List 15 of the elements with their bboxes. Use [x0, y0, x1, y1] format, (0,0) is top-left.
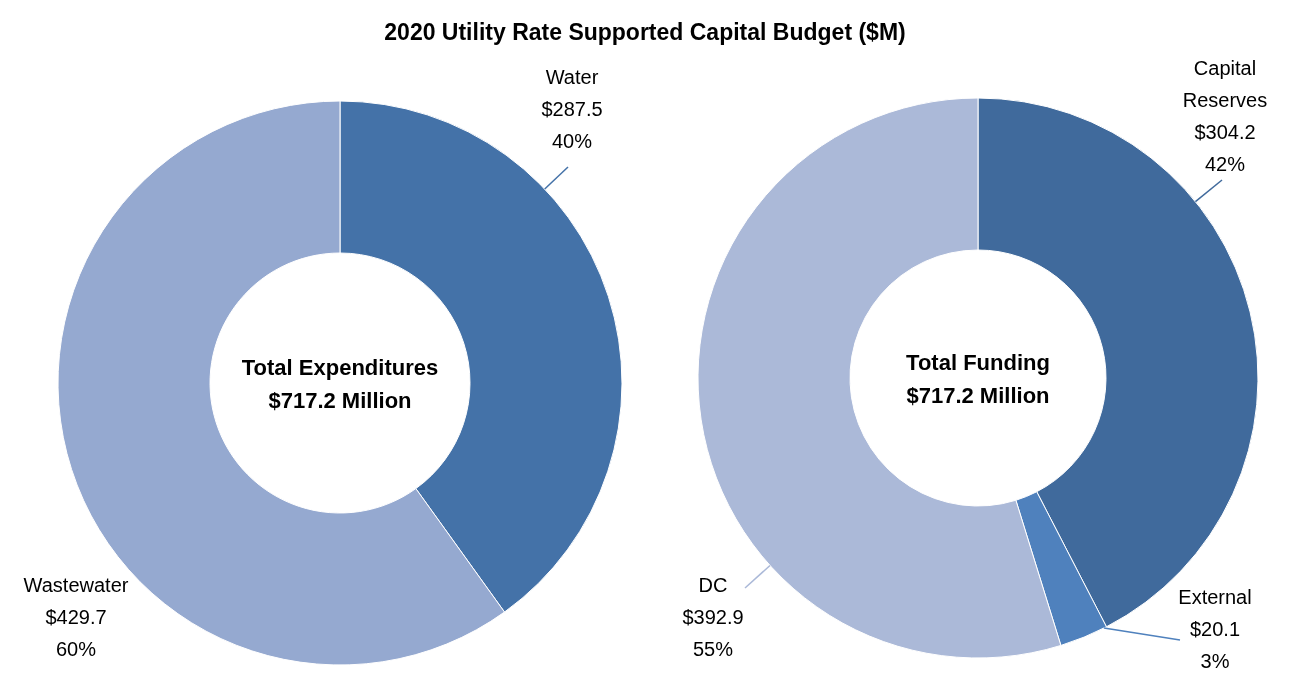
slice-label: Water — [545, 66, 599, 88]
slice-label: Wastewater — [23, 574, 129, 596]
slice-label: External — [1178, 586, 1252, 608]
text: $717.2 Million — [268, 387, 412, 413]
slice-label: Capital Reserves — [1182, 57, 1268, 111]
data-label: $20.1 3% — [1189, 618, 1241, 672]
data-label: $304.2 42% — [1194, 121, 1256, 175]
text: Total Expenditures — [241, 354, 439, 380]
data-label: $392.9 55% — [682, 606, 744, 660]
chart-title: 2020 Utility Rate Supported Capital Budget ($M) — [384, 19, 906, 45]
slice-label: DC — [698, 574, 728, 596]
text: Total Funding — [906, 349, 1050, 375]
data-label: $287.5 40% — [541, 98, 603, 152]
text: $717.2 Million — [906, 382, 1050, 408]
data-label: $429.7 60% — [45, 606, 107, 660]
